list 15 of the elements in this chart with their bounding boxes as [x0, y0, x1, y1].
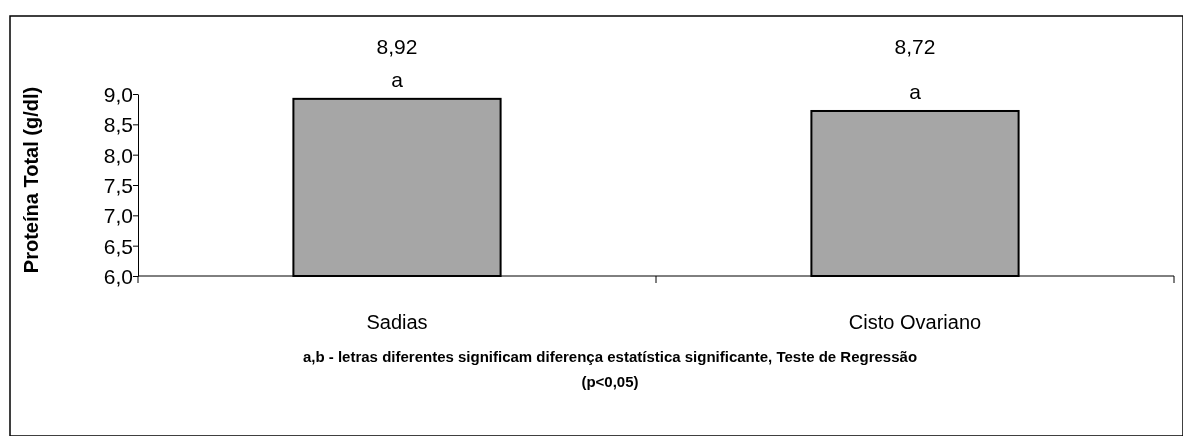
- y-tick-label: 7,5: [103, 173, 133, 197]
- y-tick-label: 6,0: [103, 264, 133, 288]
- annotation: a: [909, 79, 922, 103]
- y-tick-label: 9,0: [103, 82, 133, 106]
- y-tick-label: 8,5: [103, 113, 133, 137]
- annotation: a: [391, 67, 404, 91]
- x-tick-label: Cisto Ovariano: [848, 311, 982, 333]
- y-axis-title: Proteína Total (g/dl): [20, 86, 42, 274]
- data-label: 8,72: [894, 35, 936, 58]
- x-tick-label: Sadias: [366, 311, 428, 333]
- text: a,b - letras diferentes significam diferença estatística significante, Teste de Regressão (p<0,05): [302, 348, 918, 390]
- y-tick-label: 6,5: [103, 234, 133, 258]
- data-label: 8,92: [376, 35, 418, 58]
- y-tick-label: 7,0: [103, 204, 133, 228]
- y-tick-label: 8,0: [103, 143, 133, 167]
